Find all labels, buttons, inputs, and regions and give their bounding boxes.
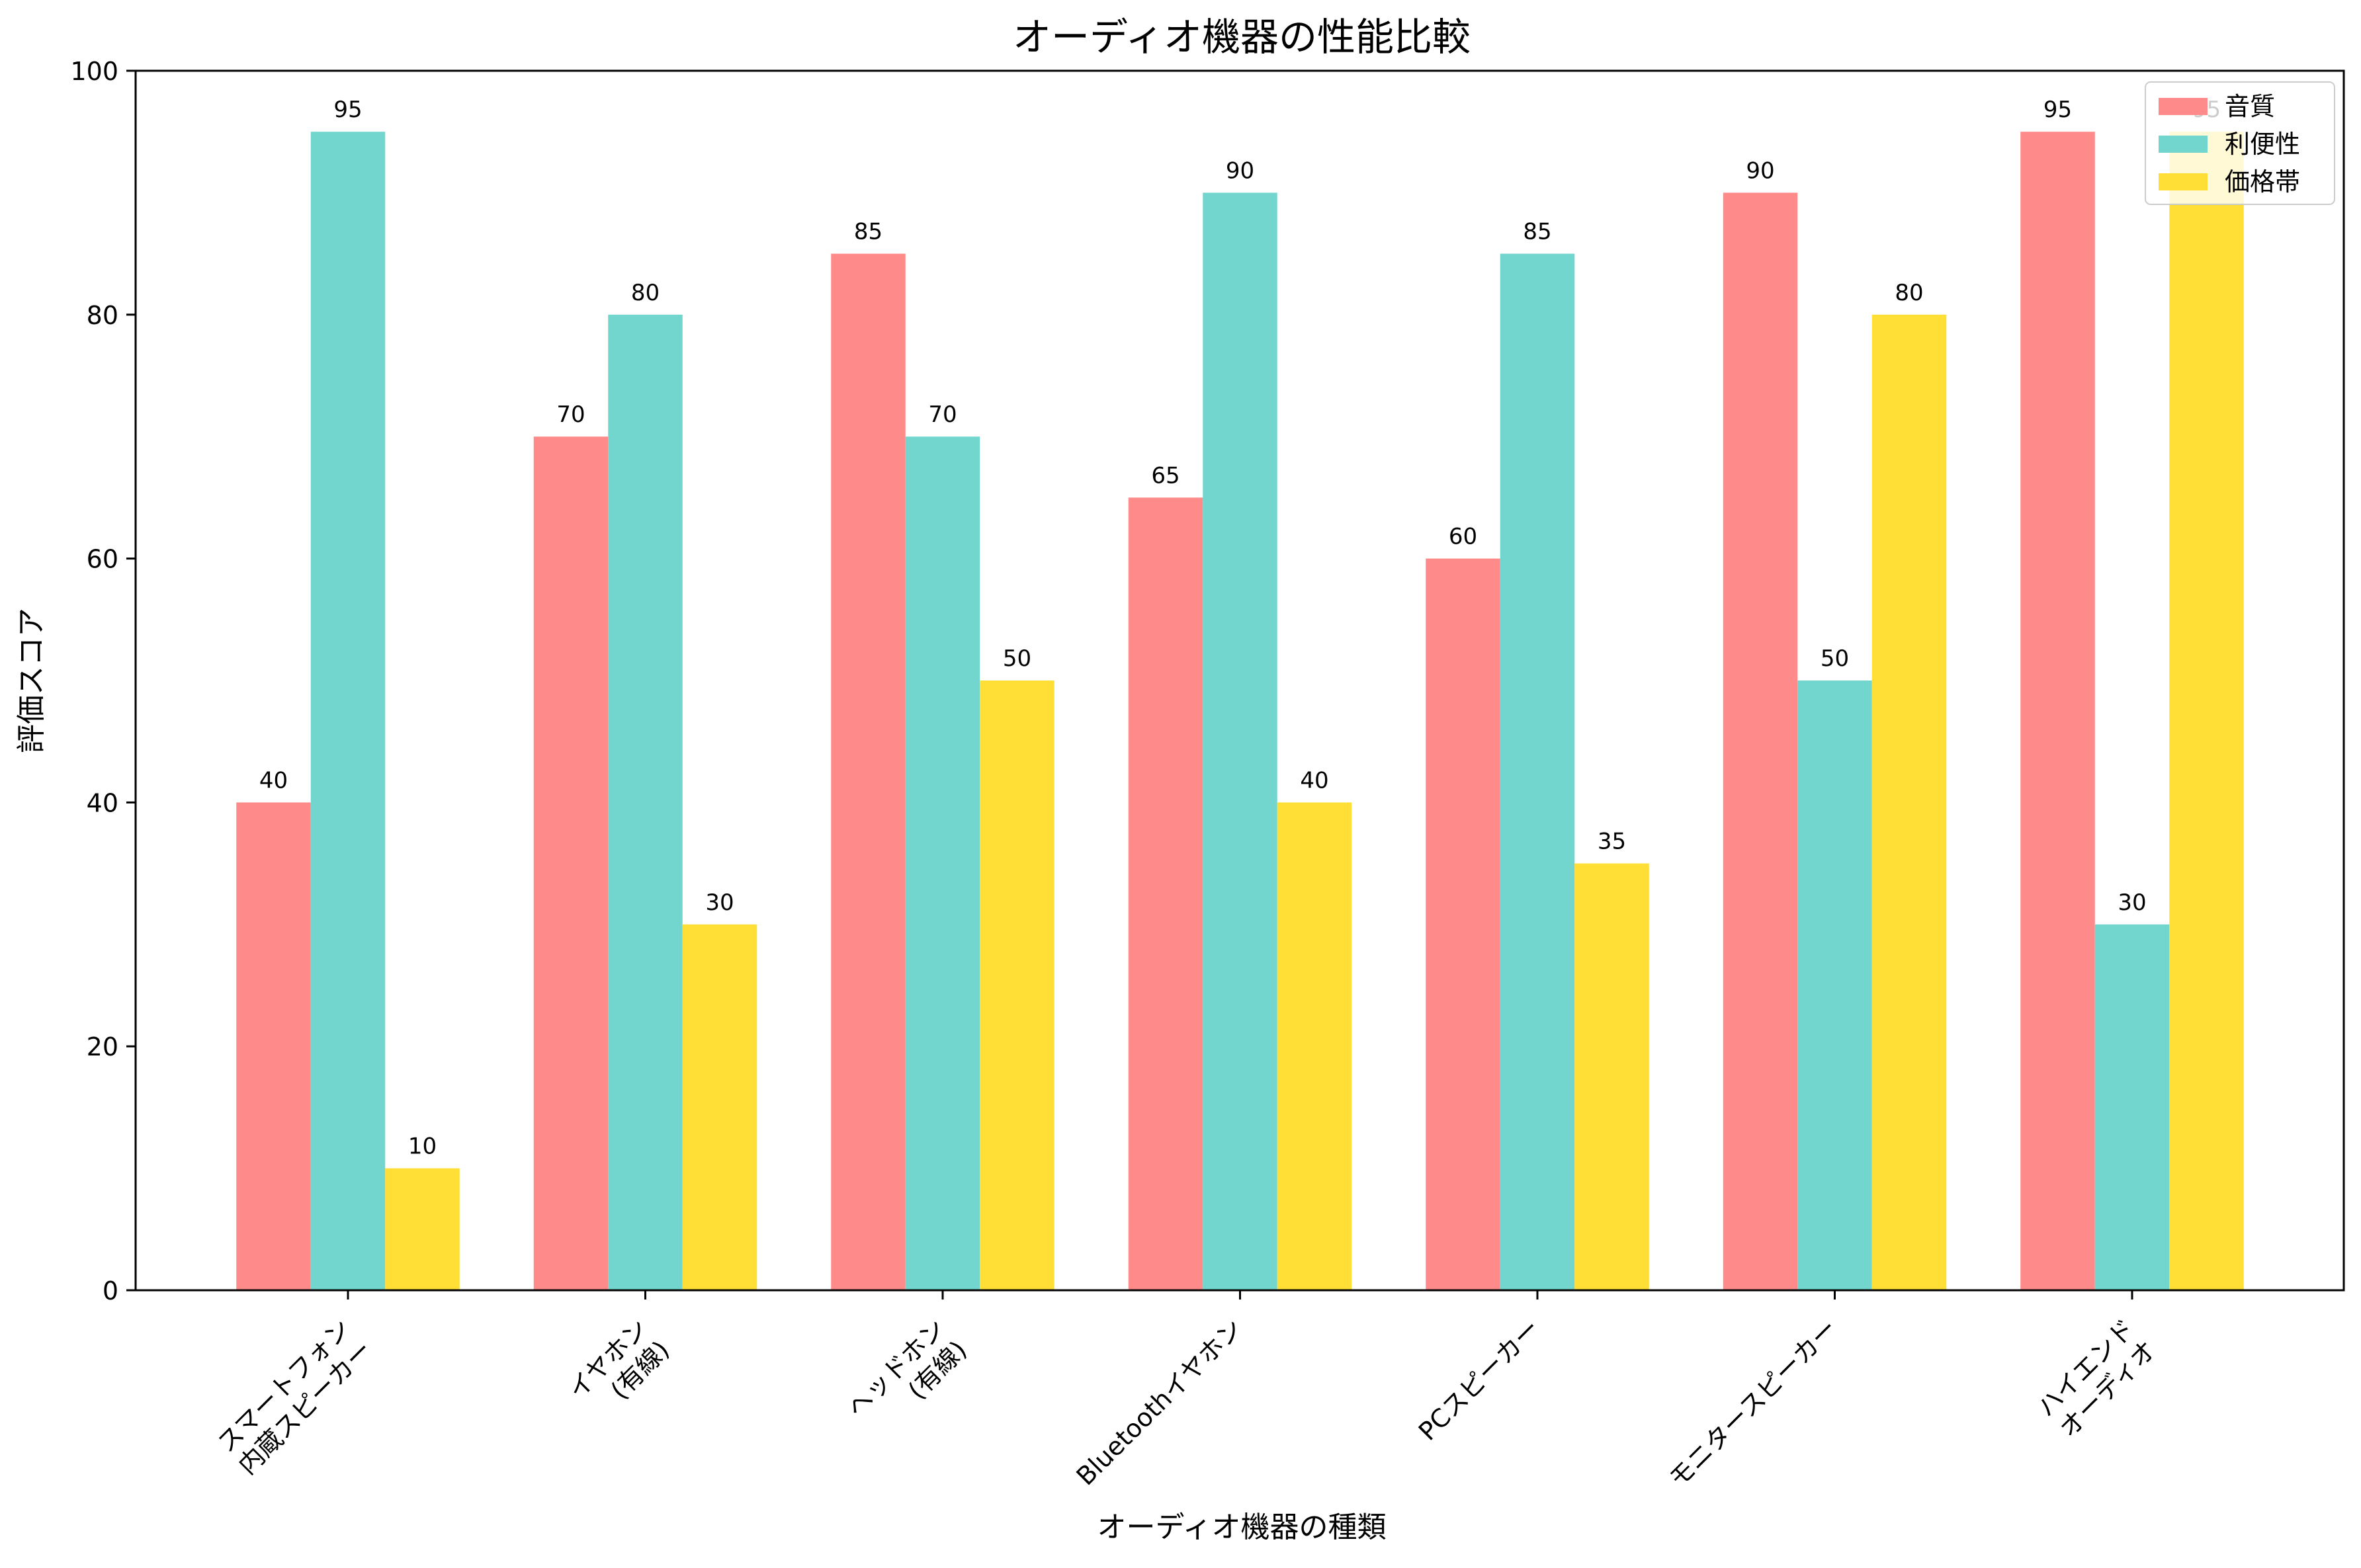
legend-swatch-1 xyxy=(2159,136,2208,153)
bar-利便性-6 xyxy=(2094,924,2170,1290)
legend-swatch-0 xyxy=(2159,98,2208,115)
bar-価格帯-6 xyxy=(2169,132,2244,1291)
value-label-音質-4: 60 xyxy=(1449,524,1477,550)
y-tick-label-100: 100 xyxy=(70,57,118,86)
value-label-利便性-1: 80 xyxy=(631,280,660,306)
value-labels-group: 40 70 85 65 60 90 95 95 80 70 90 85 50 30 10 30 50 40 35 80… xyxy=(259,97,2221,1159)
y-axis: 0 20 40 60 80 100 xyxy=(70,57,136,1305)
value-label-利便性-5: 50 xyxy=(1821,645,1849,672)
y-tick-label-0: 0 xyxy=(103,1276,118,1305)
value-label-音質-1: 70 xyxy=(556,401,585,428)
legend-label-2: 価格帯 xyxy=(2225,167,2300,196)
bar-音質-6 xyxy=(2020,132,2095,1291)
value-label-音質-6: 95 xyxy=(2043,97,2072,123)
y-tick-label-80: 80 xyxy=(87,301,118,330)
bar-音質-2 xyxy=(831,253,906,1291)
value-label-音質-2: 85 xyxy=(854,219,882,245)
value-label-利便性-3: 90 xyxy=(1226,157,1254,184)
bar-利便性-0 xyxy=(310,132,386,1291)
value-label-利便性-2: 70 xyxy=(928,401,957,428)
legend-swatch-2 xyxy=(2159,173,2208,190)
bar-利便性-5 xyxy=(1797,681,1872,1290)
value-label-音質-0: 40 xyxy=(259,767,288,794)
bars-group xyxy=(236,132,2244,1291)
bar-音質-1 xyxy=(533,436,609,1291)
chart-title: オーディオ機器の性能比較 xyxy=(1013,15,1471,60)
bar-価格帯-5 xyxy=(1871,314,1947,1290)
value-label-利便性-6: 30 xyxy=(2118,889,2146,916)
value-label-価格帯-4: 35 xyxy=(1598,829,1626,855)
bar-利便性-2 xyxy=(905,436,980,1291)
x-axis-title: オーディオ機器の種類 xyxy=(1097,1510,1387,1544)
y-axis-title: 評価スコア xyxy=(15,608,48,753)
y-tick-label-40: 40 xyxy=(87,788,118,817)
bar-音質-4 xyxy=(1426,558,1500,1290)
bar-価格帯-3 xyxy=(1277,802,1352,1290)
value-label-価格帯-5: 80 xyxy=(1895,280,1923,306)
value-label-音質-3: 65 xyxy=(1151,462,1180,489)
value-label-価格帯-3: 40 xyxy=(1300,767,1328,794)
y-tick-label-60: 60 xyxy=(87,545,118,574)
bar-価格帯-0 xyxy=(385,1168,460,1290)
value-label-利便性-0: 95 xyxy=(333,97,362,123)
y-tick-label-20: 20 xyxy=(87,1032,118,1061)
bar-価格帯-2 xyxy=(980,681,1054,1290)
legend-label-1: 利便性 xyxy=(2225,130,2300,159)
legend-label-0: 音質 xyxy=(2225,92,2275,121)
bar-利便性-1 xyxy=(608,314,683,1290)
bar-価格帯-1 xyxy=(682,924,757,1290)
bar-音質-3 xyxy=(1128,497,1203,1290)
value-label-利便性-4: 85 xyxy=(1523,219,1551,245)
bar-音質-0 xyxy=(236,802,311,1290)
value-label-価格帯-1: 30 xyxy=(705,889,734,916)
bar-価格帯-4 xyxy=(1574,863,1649,1290)
bar-音質-5 xyxy=(1723,192,1798,1290)
bar-利便性-3 xyxy=(1203,192,1277,1290)
bar-利便性-4 xyxy=(1500,253,1575,1291)
value-label-価格帯-0: 10 xyxy=(408,1134,437,1160)
value-label-価格帯-2: 50 xyxy=(1003,645,1031,672)
value-label-音質-5: 90 xyxy=(1746,157,1774,184)
